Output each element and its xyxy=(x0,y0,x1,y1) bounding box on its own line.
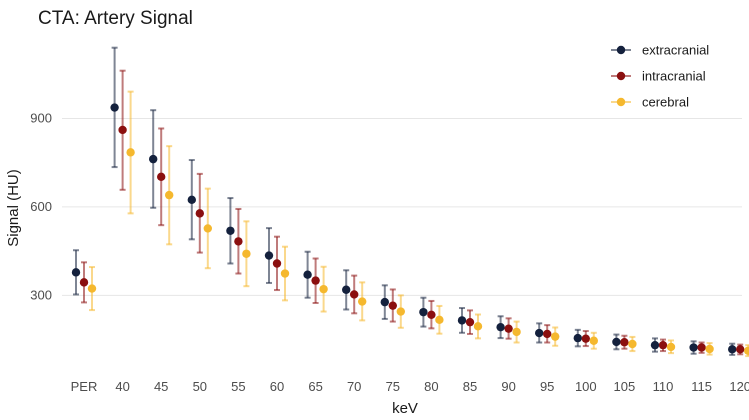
x-tick-label: 105 xyxy=(614,379,636,394)
data-point xyxy=(242,249,251,258)
series-intracranial xyxy=(79,69,745,356)
data-point xyxy=(473,322,483,331)
x-tick-label: 65 xyxy=(308,379,322,394)
y-tick-label: 300 xyxy=(30,287,52,302)
data-point xyxy=(504,324,513,333)
y-tick-label: 900 xyxy=(30,110,52,125)
data-point xyxy=(203,224,212,233)
legend-item-cerebral: cerebral xyxy=(611,95,689,110)
data-point xyxy=(689,343,698,352)
data-marks xyxy=(71,46,749,358)
data-point xyxy=(427,310,436,320)
series-extracranial xyxy=(71,46,737,356)
legend-point xyxy=(616,71,626,81)
x-tick-label: 60 xyxy=(270,379,284,394)
data-point xyxy=(457,316,467,325)
data-point xyxy=(396,307,405,316)
data-point xyxy=(149,154,158,164)
x-tick-label: 110 xyxy=(653,379,674,394)
data-point xyxy=(551,332,560,341)
data-point xyxy=(234,237,243,246)
data-point xyxy=(728,345,737,354)
data-point xyxy=(589,336,598,345)
series-cerebral xyxy=(87,90,749,358)
y-tick-label: 600 xyxy=(30,199,52,214)
x-axis-title: keV xyxy=(392,400,418,417)
y-axis-title: Signal (HU) xyxy=(5,169,22,247)
chart-title: CTA: Artery Signal xyxy=(38,8,193,29)
data-point xyxy=(264,251,274,260)
data-point xyxy=(87,284,97,293)
data-point xyxy=(319,284,328,294)
legend-point xyxy=(616,97,626,107)
x-tick-label: 55 xyxy=(231,379,245,394)
data-point xyxy=(736,345,745,354)
data-point xyxy=(388,301,397,310)
x-tick-label: 95 xyxy=(540,379,554,394)
data-point xyxy=(496,322,505,332)
data-point xyxy=(126,148,135,157)
x-tick-label: 40 xyxy=(115,379,129,394)
data-point xyxy=(658,340,668,350)
x-tick-label: 115 xyxy=(691,379,712,394)
data-point xyxy=(628,339,637,349)
data-point xyxy=(435,315,444,325)
data-point xyxy=(744,346,749,355)
data-point xyxy=(350,290,359,299)
legend: extracranial intracranial cerebral xyxy=(611,43,709,110)
data-point xyxy=(612,337,621,347)
data-point xyxy=(380,297,389,307)
data-point xyxy=(342,285,351,294)
data-point xyxy=(419,307,428,317)
x-tick-label: 85 xyxy=(463,379,477,394)
data-point xyxy=(71,268,81,277)
y-tick-labels: 300 600 900 xyxy=(30,110,52,302)
x-tick-label: 75 xyxy=(386,379,400,394)
data-point xyxy=(650,340,660,350)
x-tick-label: 45 xyxy=(154,379,168,394)
legend-item-extracranial: extracranial xyxy=(611,43,709,58)
x-tick-label: 50 xyxy=(193,379,207,394)
legend-item-intracranial: intracranial xyxy=(611,69,706,84)
data-point xyxy=(187,195,196,205)
data-point xyxy=(358,297,367,306)
data-point xyxy=(165,190,174,200)
data-point xyxy=(226,226,235,235)
data-point xyxy=(195,209,204,218)
data-point xyxy=(311,276,320,285)
data-point xyxy=(512,327,521,337)
legend-label: intracranial xyxy=(642,69,706,84)
data-point xyxy=(303,270,312,279)
data-point xyxy=(666,342,676,352)
x-tick-label: 100 xyxy=(575,379,597,394)
data-point xyxy=(697,343,706,352)
data-point xyxy=(581,334,590,343)
x-tick-label: 80 xyxy=(424,379,438,394)
data-point xyxy=(118,125,127,135)
x-tick-label: 120 xyxy=(729,379,749,394)
data-point xyxy=(272,259,282,268)
x-tick-label: PER xyxy=(71,379,98,394)
x-tick-labels: PER 40 45 50 55 60 65 70 75 80 85 90 95 100 105 110 115 1… xyxy=(71,379,749,394)
legend-label: extracranial xyxy=(642,43,709,58)
data-point xyxy=(465,317,475,327)
data-point xyxy=(535,328,544,338)
data-point xyxy=(79,278,89,287)
data-point xyxy=(543,329,552,339)
data-point xyxy=(620,338,629,347)
data-point xyxy=(157,172,166,182)
legend-label: cerebral xyxy=(642,95,689,110)
data-point xyxy=(705,344,714,354)
x-tick-label: 90 xyxy=(501,379,515,394)
data-point xyxy=(573,333,582,343)
x-tick-label: 70 xyxy=(347,379,361,394)
data-point xyxy=(110,103,119,112)
data-point xyxy=(280,269,290,278)
grid-lines xyxy=(62,117,742,296)
legend-point xyxy=(616,45,626,55)
